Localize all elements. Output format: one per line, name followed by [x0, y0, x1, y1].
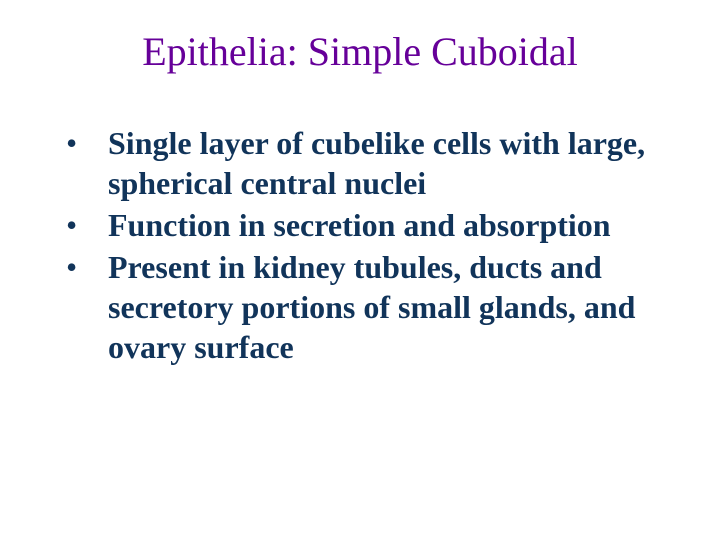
list-item: Single layer of cubelike cells with larg… [66, 123, 672, 203]
slide-title: Epithelia: Simple Cuboidal [48, 28, 672, 75]
list-item: Function in secretion and absorption [66, 205, 672, 245]
bullet-list: Single layer of cubelike cells with larg… [48, 123, 672, 367]
list-item: Present in kidney tubules, ducts and sec… [66, 247, 672, 367]
